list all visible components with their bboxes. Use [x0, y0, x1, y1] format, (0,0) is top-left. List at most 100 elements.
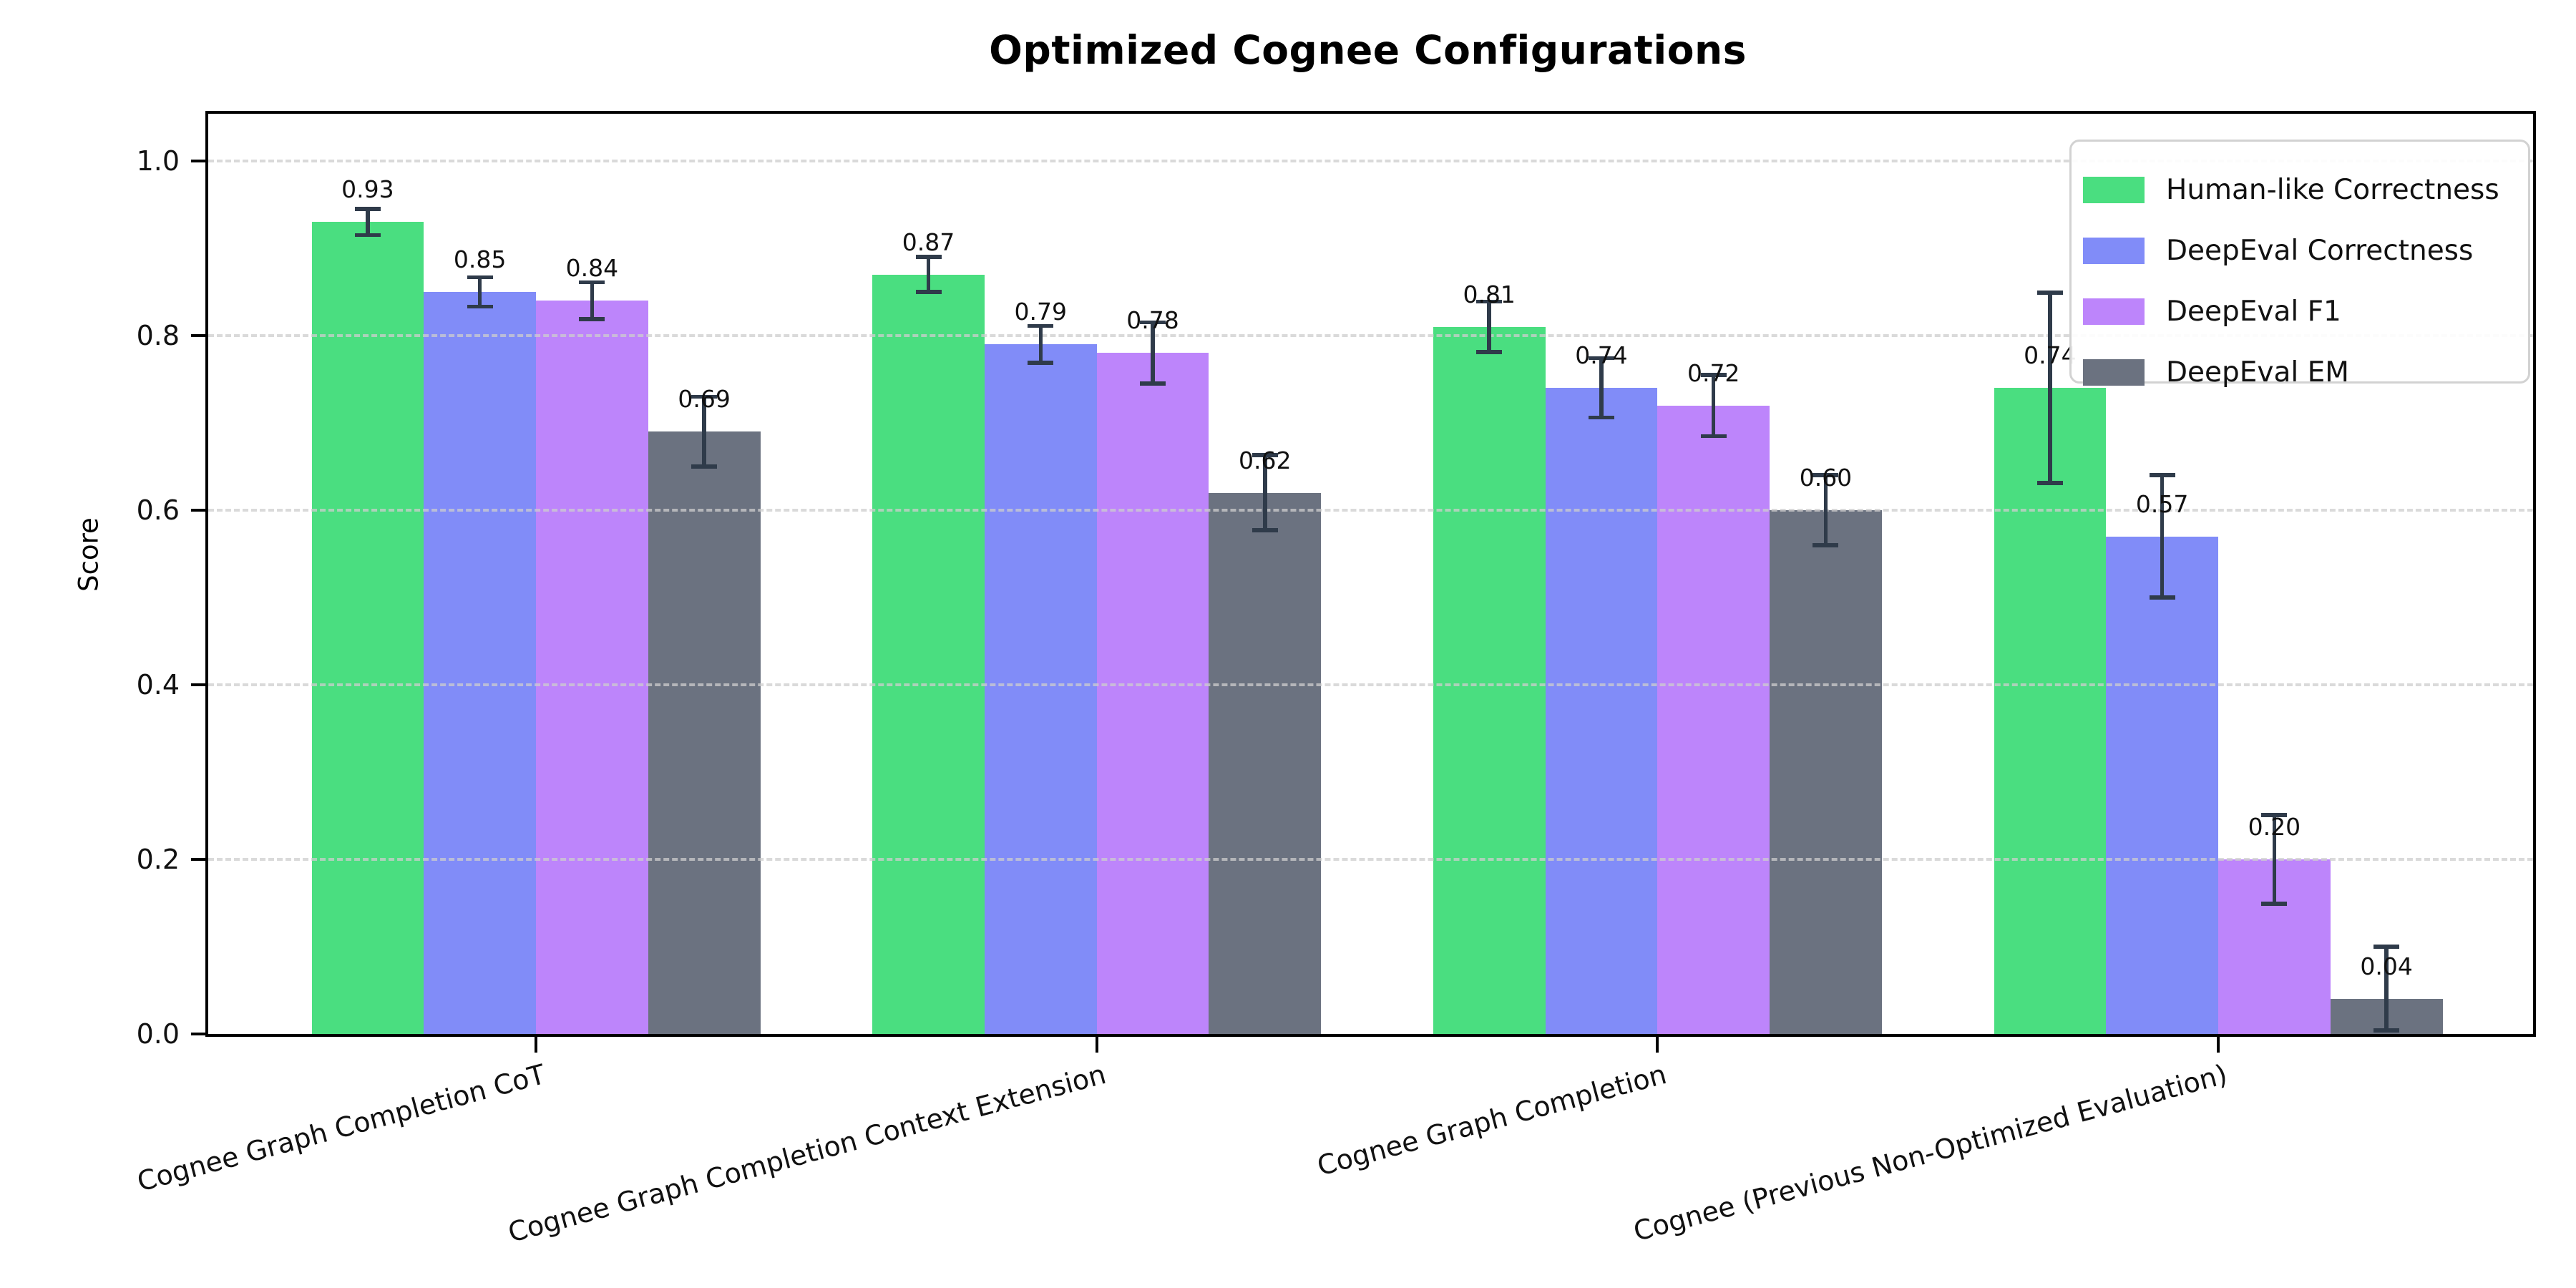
legend-item: DeepEval Correctness: [2083, 220, 2515, 281]
error-bar-line: [366, 209, 370, 235]
error-bar-cap: [579, 317, 605, 321]
bar-value-label: 0.81: [1463, 280, 1516, 308]
bar-value-label: 0.20: [2248, 813, 2301, 841]
bar: [1545, 388, 1658, 1034]
error-bar-cap: [1813, 473, 1839, 477]
bar: [536, 301, 648, 1034]
error-bar-line: [1599, 358, 1604, 418]
bar: [1657, 405, 1770, 1034]
y-axis-tick: [191, 334, 208, 337]
y-axis-tick: [191, 1033, 208, 1035]
error-bar-cap: [579, 280, 605, 285]
y-tick-label: 0.6: [136, 494, 180, 526]
bar: [1433, 326, 1546, 1034]
y-tick-label: 0.8: [136, 320, 180, 351]
error-bar-cap: [1476, 299, 1503, 304]
bar-value-label: 0.57: [2135, 489, 2189, 518]
y-tick-label: 0.0: [136, 1018, 180, 1050]
legend: Human-like Correctness DeepEval Correctne…: [2069, 140, 2530, 389]
legend-swatch: [2083, 359, 2145, 386]
error-bar-cap: [1252, 528, 1278, 532]
error-bar-cap: [1028, 361, 1054, 365]
gridline: [208, 509, 2533, 512]
error-bar-line: [702, 396, 706, 467]
error-bar-cap: [1476, 350, 1503, 354]
y-tick-label: 1.0: [136, 145, 180, 177]
bar-value-label: 0.69: [678, 385, 731, 414]
error-bar-cap: [1140, 381, 1166, 386]
legend-label: Human-like Correctness: [2166, 174, 2499, 206]
y-axis-tick: [191, 509, 208, 512]
error-bar-cap: [467, 275, 493, 279]
error-bar-cap: [915, 290, 942, 294]
bar-value-label: 0.87: [902, 228, 955, 256]
legend-swatch: [2083, 177, 2145, 203]
x-axis-tick: [2217, 1037, 2220, 1053]
bar-value-label: 0.84: [565, 254, 619, 283]
bar: [1994, 388, 2107, 1034]
error-bar-cap: [1140, 320, 1166, 325]
bar: [2106, 536, 2218, 1034]
legend-swatch: [2083, 238, 2145, 264]
legend-item: DeepEval F1: [2083, 281, 2515, 342]
x-axis-tick: [1095, 1037, 1098, 1053]
x-tick-label: Cognee Graph Completion Context Extensio…: [504, 1058, 1110, 1249]
error-bar-cap: [2261, 902, 2288, 906]
y-tick-label: 0.4: [136, 669, 180, 701]
legend-swatch: [2083, 298, 2145, 325]
error-bar-cap: [1813, 543, 1839, 547]
error-bar-cap: [2373, 945, 2400, 949]
bar: [424, 292, 536, 1034]
error-bar-cap: [354, 207, 381, 211]
y-axis-tick: [191, 858, 208, 861]
legend-label: DeepEval F1: [2166, 296, 2341, 328]
bar-value-label: 0.78: [1126, 306, 1179, 335]
bar: [1096, 353, 1209, 1034]
bar-value-label: 0.74: [2024, 341, 2077, 370]
error-bar-cap: [2036, 291, 2063, 295]
gridline: [208, 858, 2533, 861]
bar-value-label: 0.74: [1575, 341, 1628, 370]
error-bar-cap: [354, 233, 381, 238]
x-axis-tick: [1656, 1037, 1659, 1053]
error-bar-line: [926, 257, 931, 292]
error-bar-line: [2160, 475, 2165, 597]
gridline: [208, 334, 2533, 337]
bar-value-label: 0.04: [2360, 952, 2413, 981]
bar: [311, 222, 424, 1034]
y-tick-label: 0.2: [136, 844, 180, 875]
legend-label: DeepEval EM: [2166, 356, 2349, 389]
error-bar-cap: [691, 464, 718, 469]
error-bar-cap: [1700, 434, 1727, 439]
bar: [872, 274, 985, 1034]
error-bar-line: [477, 277, 482, 307]
error-bar-cap: [2149, 595, 2175, 600]
error-bar-line: [1038, 326, 1043, 363]
x-tick-label: Cognee Graph Completion CoT: [133, 1058, 549, 1198]
error-bar-line: [2384, 947, 2389, 1031]
error-bar-cap: [1028, 323, 1054, 328]
error-bar-cap: [467, 304, 493, 309]
bar-value-label: 0.85: [453, 245, 507, 273]
error-bar-cap: [2373, 1028, 2400, 1033]
legend-item: Human-like Correctness: [2083, 160, 2515, 220]
bar-value-label: 0.79: [1014, 298, 1068, 326]
bar: [1770, 510, 1882, 1034]
bar: [984, 344, 1097, 1034]
y-axis-tick: [191, 683, 208, 686]
legend-item: DeepEval EM: [2083, 342, 2515, 403]
bar: [648, 431, 761, 1034]
error-bar-cap: [2036, 481, 2063, 485]
error-bar-line: [1487, 301, 1491, 353]
gridline: [208, 683, 2533, 686]
bar: [1209, 492, 1322, 1034]
bar-value-label: 0.72: [1687, 358, 1740, 387]
y-axis-tick: [191, 160, 208, 162]
error-bar-cap: [691, 394, 718, 399]
bar-value-label: 0.93: [341, 175, 394, 204]
legend-label: DeepEval Correctness: [2166, 235, 2474, 267]
error-bar-cap: [1252, 453, 1278, 457]
gridline: [208, 160, 2533, 162]
error-bar-cap: [1700, 373, 1727, 377]
